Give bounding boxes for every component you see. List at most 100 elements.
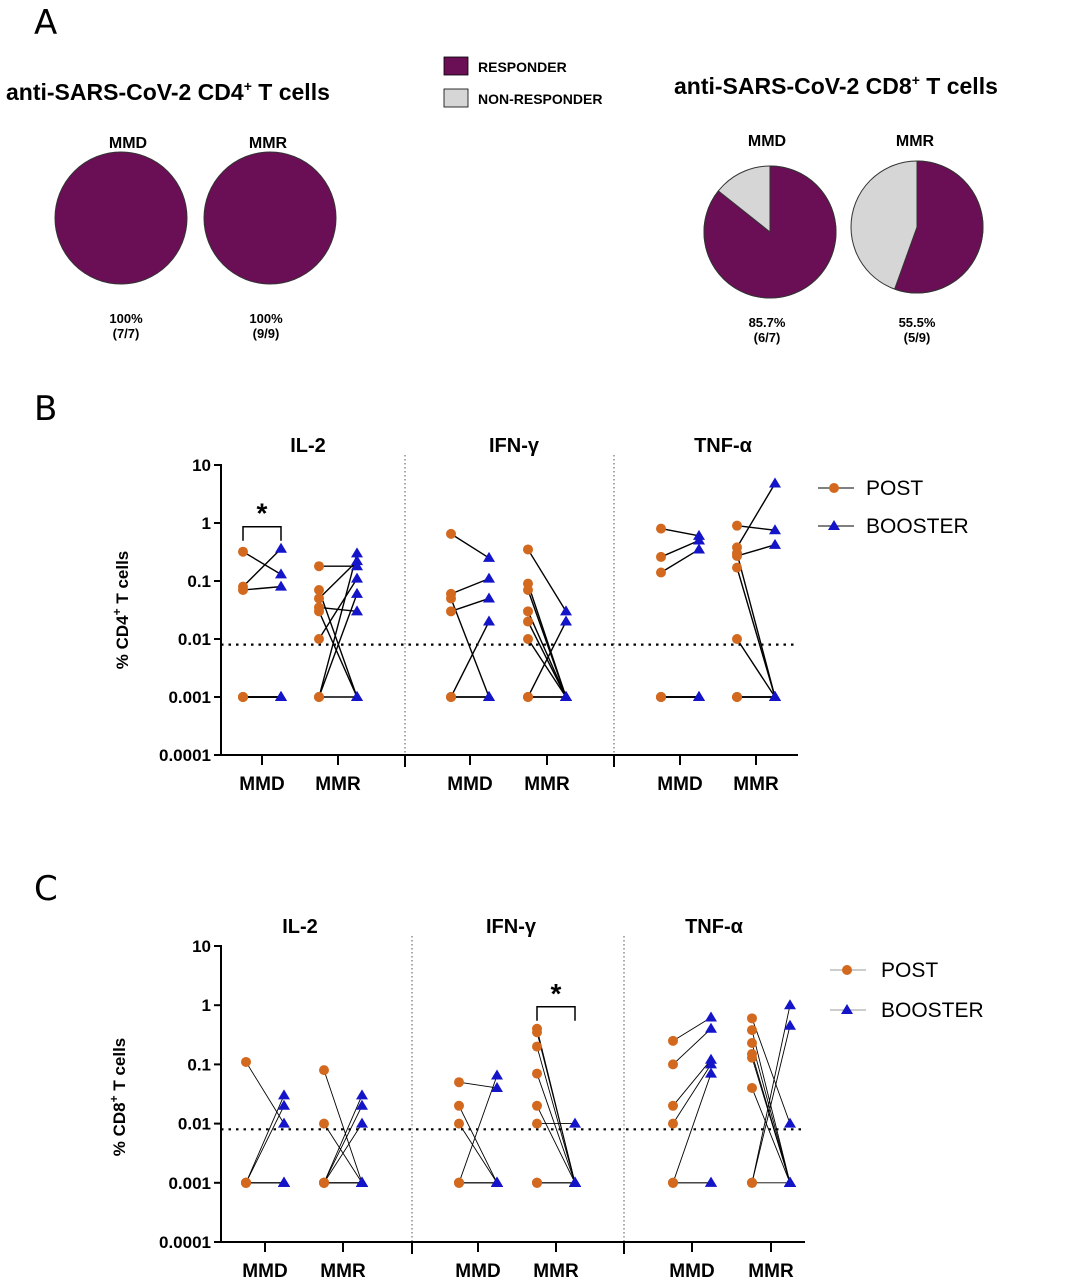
cd4-1-mmd-booster-point xyxy=(483,572,495,583)
cd4-2-mmd-post-point xyxy=(656,567,666,578)
cd8-2-mmd-pair-line xyxy=(672,1059,712,1107)
cd8-1-mmd-pair-line xyxy=(458,1081,498,1089)
cd8-2-mmd-booster-point xyxy=(705,1176,717,1187)
cd8-1-mmd-booster-point xyxy=(491,1081,503,1092)
cd4-2-mmr-xtick-label: MMR xyxy=(733,774,779,795)
pie-pct-mmd-cd4: 100% xyxy=(109,311,143,326)
pie-slice-responder-mmd-cd8 xyxy=(703,165,837,299)
cd8-2-mmd-booster-point xyxy=(705,1011,717,1022)
cd4-1-mmd-pair-line xyxy=(450,598,490,698)
cd4-2-mmd-post-point xyxy=(656,692,666,702)
legend-b-booster-label: BOOSTER xyxy=(866,515,969,538)
panel-letter-a: A xyxy=(34,3,57,43)
cd8-2-mmr-post-point xyxy=(747,1025,757,1036)
cd8-2-mmd-booster-point xyxy=(705,1067,717,1078)
cd4-1-mmr-post-point xyxy=(523,634,533,644)
legend-c-post-label: POST xyxy=(881,959,938,982)
cd8-0-mmd-booster-point xyxy=(278,1099,290,1110)
cd4-0-mmd-booster-point xyxy=(275,580,287,591)
pie-title-cd4-sup: + xyxy=(244,78,252,94)
cd4-0-mmd-booster-point xyxy=(275,568,287,579)
cd4-0-mmd-pair-line xyxy=(242,551,282,575)
cd8-y-label: % CD8+ T cells xyxy=(107,1038,129,1157)
cd4-2-mmr-post-point xyxy=(732,692,742,702)
cd8-0-mmr-xtick-label: MMR xyxy=(320,1261,366,1280)
cd8-1-mmr-significance-bracket xyxy=(536,1006,576,1021)
cd4-2-mmr-booster-point xyxy=(769,524,781,535)
cd8-1-mmr-post-point xyxy=(532,1027,542,1038)
cd4-0-mmd-pair-line xyxy=(242,548,282,588)
cd8-0-mmr-pair-line xyxy=(323,1123,363,1184)
cd4-0-mmr-booster-point xyxy=(351,555,363,566)
cd8-2-mmr-xtick-label: MMR xyxy=(748,1261,794,1280)
cd8-2-mmr-pair-line xyxy=(751,1029,791,1183)
cd4-2-mmr-pair-line xyxy=(736,638,776,698)
cd4-2-mmr-pair-line xyxy=(736,544,776,557)
cd8-1-mmr-post-point xyxy=(532,1100,542,1111)
cd4-1-mmd-booster-point xyxy=(483,691,495,701)
cd8-0-mmr-post-point xyxy=(319,1118,329,1129)
cd4-1-mmr-pair-line xyxy=(527,638,567,698)
legend-b: POST BOOSTER xyxy=(818,477,969,538)
cd4-ytick-label: 10 xyxy=(192,456,211,475)
cd4-0-mmr-pair-line xyxy=(318,593,358,698)
cd4-0-mmr-booster-point xyxy=(351,605,363,616)
cd4-0-mmd-post-point xyxy=(238,584,248,595)
cd8-title-0: IL-2 xyxy=(282,916,318,938)
cd8-1-mmr-significance-star: * xyxy=(551,978,562,1009)
legend-b-post-marker xyxy=(829,483,839,493)
cd4-0-mmr-post-point xyxy=(314,634,324,644)
cd8-0-mmr-pair-line xyxy=(323,1069,363,1183)
cd8-1-mmd-post-point xyxy=(454,1177,464,1188)
cd4-1-mmd-post-point xyxy=(446,606,456,617)
cd8-0-mmd-xtick-label: MMD xyxy=(242,1261,287,1280)
cd4-y-label: % CD4+ T cells xyxy=(110,551,132,670)
cd8-2-mmd-post-point xyxy=(668,1177,678,1188)
cd4-0-mmr-post-point xyxy=(314,584,324,595)
cd8-y-label-part1: % CD8 xyxy=(110,1102,129,1156)
cd8-ytick-label: 0.0001 xyxy=(159,1233,211,1252)
cd8-1-mmd-post-point xyxy=(454,1118,464,1129)
cd4-0-mmr-post-point xyxy=(314,593,324,604)
cd8-0-mmd-booster-point xyxy=(278,1117,290,1128)
cd8-2-mmr-booster-point xyxy=(784,1176,796,1187)
cd4-1-mmd-booster-point xyxy=(483,592,495,603)
cd8-2-mmr-booster-point xyxy=(784,1117,796,1128)
cd4-0-mmr-post-point xyxy=(314,561,324,572)
pie-title-cd8-part2: T cells xyxy=(920,73,998,99)
cd4-2-mmr-post-point xyxy=(732,634,742,644)
cd8-ytick-label: 1 xyxy=(202,996,211,1015)
pie-slice-responder-mmr-cd8 xyxy=(894,160,984,294)
cd4-1-mmr-booster-point xyxy=(560,691,572,701)
cd8-ytick-label: 10 xyxy=(192,937,211,956)
legend-b-post-label: POST xyxy=(866,477,923,500)
cd8-2-mmd-post-point xyxy=(668,1118,678,1129)
cd4-0-mmr-post-point xyxy=(314,692,324,702)
pie-pct-mmr-cd4: 100% xyxy=(249,311,283,326)
cd4-1-mmr-pair-line xyxy=(527,549,567,612)
plot-cd8-scatter: 0.0001 0.001 0.01 0.1 1 10 % CD8+ T cells IL-2 M… xyxy=(107,916,805,1280)
cd8-2-mmr-post-point xyxy=(747,1082,757,1093)
cd8-1-mmr-post-point xyxy=(532,1118,542,1129)
cd8-2-mmr-pair-line xyxy=(751,1005,791,1183)
pie-count-mmr-cd4: (9/9) xyxy=(253,326,280,341)
pie-label-mmd-cd8: MMD xyxy=(748,133,786,150)
cd8-0-mmd-pair-line xyxy=(245,1095,285,1183)
cd8-1-mmr-post-point xyxy=(532,1068,542,1079)
cd8-1-mmr-xtick-label: MMR xyxy=(533,1261,579,1280)
cd8-0-mmd-post-point xyxy=(241,1177,251,1188)
cd4-0-mmr-pair-line xyxy=(318,553,358,698)
pie-count-mmd-cd4: (7/7) xyxy=(113,326,140,341)
pie-charts: MMD100%(7/7)MMR100%(9/9)MMD85.7%(6/7)MMR… xyxy=(54,133,984,345)
pie-label-mmr-cd8: MMR xyxy=(896,133,935,150)
cd4-2-mmr-pair-line xyxy=(736,483,776,548)
cd4-1-mmr-pair-line xyxy=(527,621,567,698)
cd4-y-label-sup: + xyxy=(110,608,124,615)
cd4-1-mmr-post-point xyxy=(523,544,533,555)
cd4-0-mmd-significance-bracket xyxy=(242,525,282,541)
cd8-0-mmr-post-point xyxy=(319,1177,329,1188)
cd8-1-mmd-pair-line xyxy=(458,1075,498,1183)
cd4-2-mmd-pair-line xyxy=(660,539,700,558)
cd8-1-mmd-xtick-label: MMD xyxy=(455,1261,500,1280)
cd8-2-mmd-post-point xyxy=(668,1035,678,1046)
